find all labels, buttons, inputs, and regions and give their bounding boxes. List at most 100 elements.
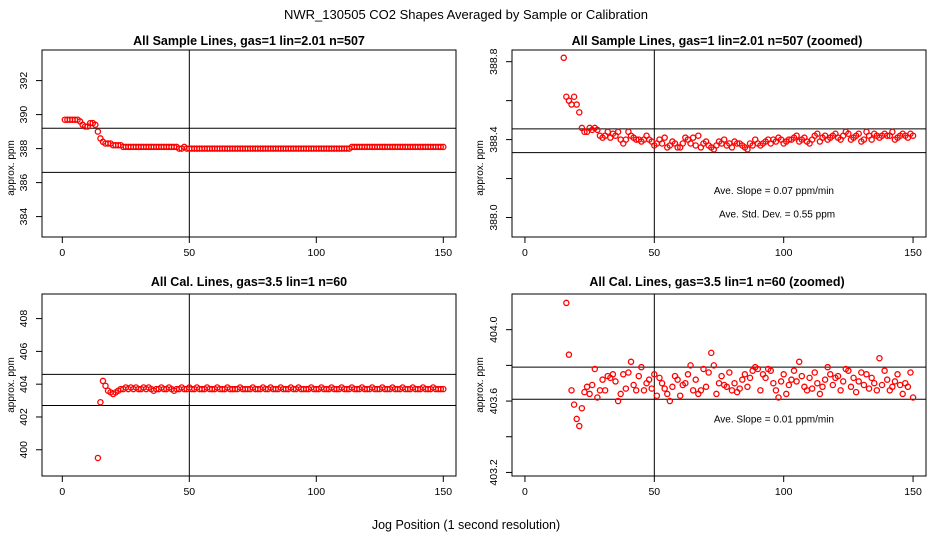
data-point (687, 140, 694, 147)
data-point (876, 354, 883, 362)
data-point (664, 390, 671, 398)
y-axis-label: approx. ppm (475, 140, 486, 196)
data-point (661, 134, 668, 141)
data-point (739, 376, 746, 383)
data-point (632, 387, 640, 394)
data-point (777, 378, 785, 385)
data-point (576, 422, 583, 430)
data-point (896, 381, 904, 389)
data-point (689, 387, 697, 394)
data-point (839, 378, 847, 385)
data-point (883, 376, 891, 383)
y-tick-label: 392 (18, 72, 30, 90)
data-point (889, 383, 896, 391)
data-point (705, 369, 712, 376)
data-point (728, 144, 736, 151)
y-tick-label: 388.4 (488, 126, 500, 152)
data-point (754, 365, 762, 373)
data-point (871, 379, 878, 387)
data-point (560, 54, 568, 62)
data-point (625, 369, 632, 376)
data-point (741, 371, 749, 378)
y-axis-label: approx. ppm (6, 140, 17, 196)
data-point (653, 392, 661, 399)
data-point (904, 383, 912, 391)
data-point (845, 130, 852, 138)
annotation-text: Ave. Slope = 0.01 ppm/min (714, 414, 834, 425)
data-point (718, 372, 725, 380)
data-point (909, 394, 917, 401)
x-tick-label: 0 (522, 486, 528, 498)
data-point (863, 371, 870, 378)
data-point (682, 379, 689, 387)
data-point (588, 381, 596, 389)
data-point (645, 376, 653, 383)
data-point (601, 387, 609, 394)
data-point (614, 397, 622, 405)
data-point (586, 390, 593, 398)
data-point (855, 130, 862, 138)
x-tick-label: 100 (775, 486, 793, 498)
data-point (795, 358, 803, 366)
data-point (881, 367, 888, 374)
data-point (894, 371, 901, 378)
y-tick-label: 386 (18, 174, 30, 192)
data-point (829, 381, 837, 389)
data-point (736, 385, 743, 392)
data-point (581, 388, 588, 396)
panel-cal: All Cal. Lines, gas=3.5 lin=1 n=60 appro… (6, 275, 457, 498)
data-point (780, 371, 787, 378)
data-point (731, 379, 738, 387)
plot-frame (41, 49, 457, 238)
data-point (674, 376, 681, 383)
data-point (816, 390, 824, 398)
y-tick-label: 403.2 (488, 459, 500, 485)
data-point (827, 371, 834, 378)
x-tick-label: 100 (308, 486, 326, 498)
data-point (726, 369, 733, 376)
data-point (700, 365, 707, 373)
panel-sample-zoomed: All Sample Lines, gas=1 lin=2.01 n=507 (… (475, 34, 927, 259)
data-point (578, 404, 586, 412)
annotation-text: Ave. Slope = 0.07 ppm/min (714, 186, 834, 197)
y-tick-label: 402 (18, 408, 30, 426)
data-point (814, 130, 821, 138)
x-tick-label: 150 (435, 486, 453, 498)
y-tick-label: 406 (18, 342, 30, 360)
data-point (868, 136, 875, 143)
data-point (847, 383, 855, 391)
data-point (573, 101, 580, 108)
data-point (661, 385, 668, 392)
data-point (612, 378, 619, 385)
data-point (627, 358, 635, 366)
y-axis-label: approx. ppm (475, 357, 486, 413)
data-point (651, 371, 658, 378)
x-tick-label: 50 (183, 486, 195, 498)
data-point (94, 128, 102, 135)
data-point (591, 365, 599, 373)
y-tick-label: 388.8 (488, 48, 500, 74)
y-tick-label: 400 (18, 441, 30, 459)
data-point (563, 299, 570, 307)
data-point (568, 387, 575, 394)
panel-title: All Sample Lines, gas=1 lin=2.01 n=507 (133, 34, 365, 48)
x-tick-label: 100 (308, 247, 326, 259)
data-point (878, 381, 886, 389)
panel-cal-zoomed: All Cal. Lines, gas=3.5 lin=1 n=60 (zoom… (475, 275, 927, 498)
data-point (746, 374, 754, 382)
data-point (702, 383, 710, 391)
x-tick-label: 100 (775, 247, 793, 259)
plot-frame (511, 293, 927, 477)
data-point (785, 381, 793, 389)
data-point (640, 387, 648, 394)
data-point (697, 387, 705, 394)
data-point (770, 379, 777, 387)
data-point (819, 383, 826, 391)
data-point (594, 394, 601, 401)
data-point (814, 379, 821, 387)
data-point (666, 397, 674, 405)
data-point (728, 387, 736, 394)
plot-frame (41, 293, 457, 477)
data-point (669, 383, 676, 391)
